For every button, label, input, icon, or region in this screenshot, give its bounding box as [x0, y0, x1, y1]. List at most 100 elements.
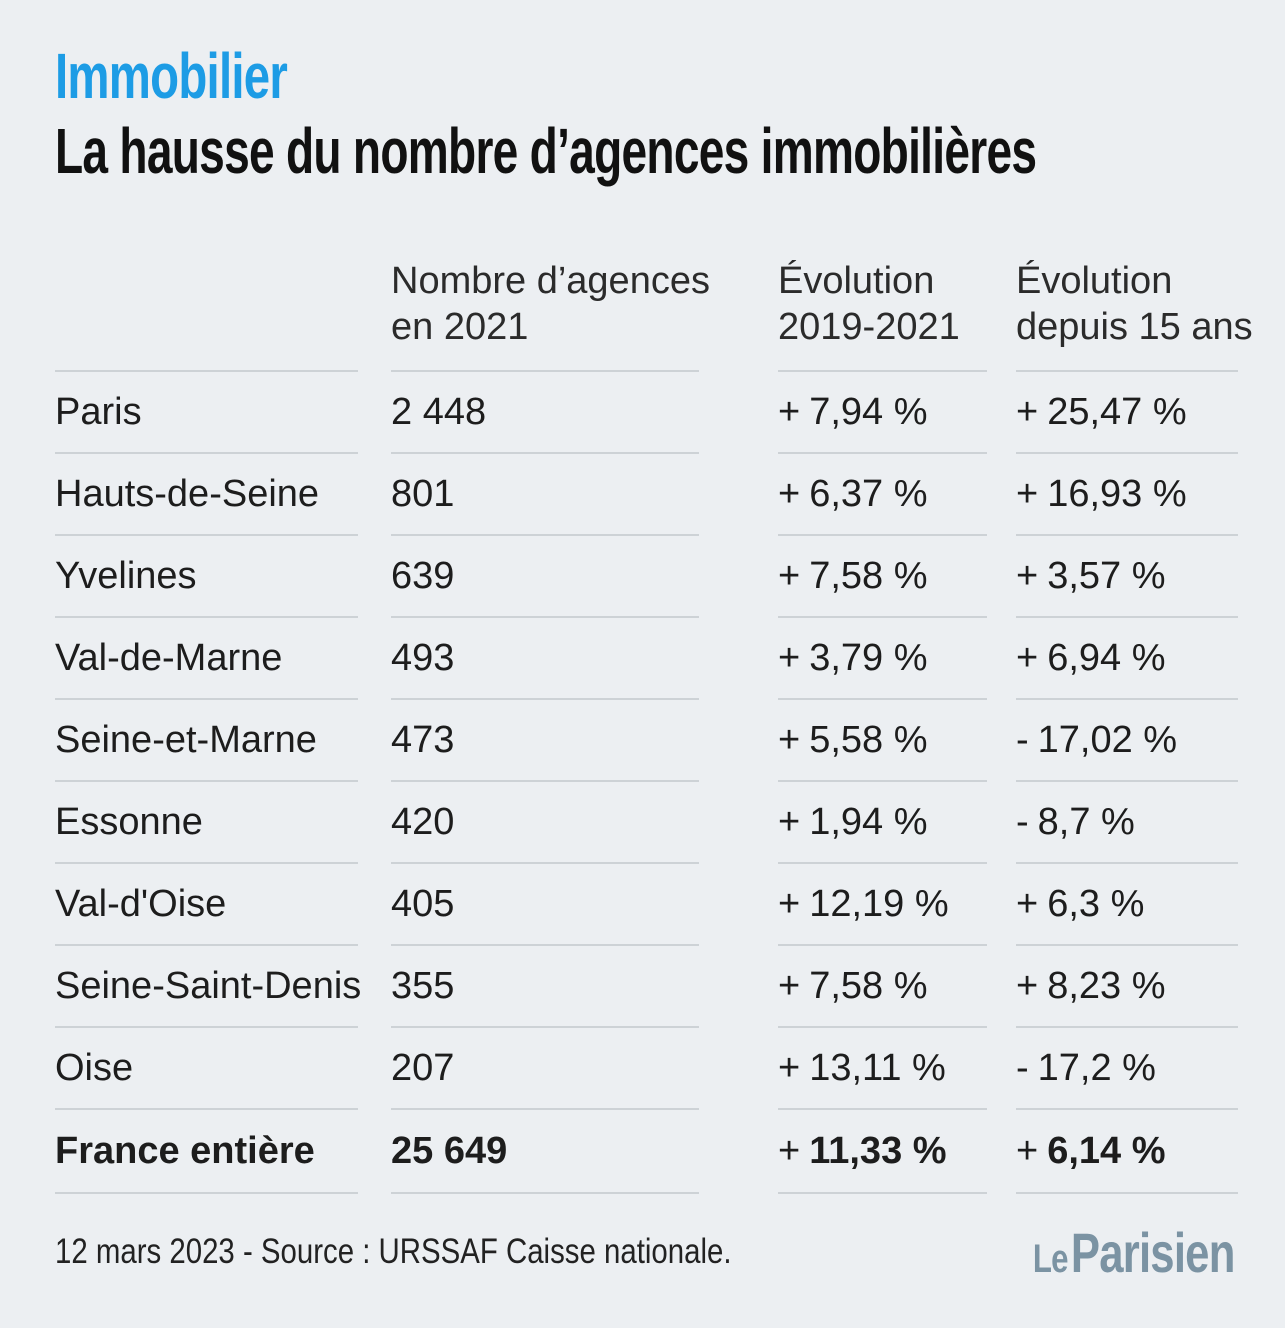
evolution-15-ans-value: -8,7 % [1016, 782, 1238, 864]
evolution-2019-2021-value: +12,19 % [778, 864, 987, 946]
agences-value: 493 [391, 618, 699, 700]
evolution-sign: + [1016, 883, 1039, 925]
evolution-sign: + [778, 965, 801, 1007]
evolution-sign: + [1016, 555, 1039, 597]
header-territory [55, 232, 358, 372]
evolution-15-ans-value: +16,93 % [1016, 454, 1238, 536]
evolution-sign: + [1016, 1130, 1039, 1172]
table-row: Seine-et-Marne 473 +5,58 % -17,02 % [55, 700, 1238, 782]
evolution-sign: + [778, 391, 801, 433]
header-evo1-line2: 2019-2021 [778, 306, 960, 348]
row-label: Paris [55, 372, 358, 454]
agencies-table: Nombre d’agences en 2021 Évolution 2019-… [55, 232, 1253, 1194]
table-row: Yvelines 639 +7,58 % +3,57 % [55, 536, 1238, 618]
evolution-number: 3,57 % [1047, 555, 1166, 597]
header-agences-line2: en 2021 [391, 306, 529, 348]
evolution-15-ans-value: +3,57 % [1016, 536, 1238, 618]
table-row: Hauts-de-Seine 801 +6,37 % +16,93 % [55, 454, 1238, 536]
evolution-number: 12,19 % [809, 883, 949, 925]
evolution-sign: - [1016, 801, 1029, 843]
evolution-number: 17,02 % [1037, 719, 1178, 761]
agences-value: 801 [391, 454, 699, 536]
evolution-number: 6,37 % [809, 473, 928, 515]
evolution-sign: + [778, 1047, 801, 1089]
evolution-15-ans-value: +6,14 % [1016, 1110, 1238, 1194]
evolution-sign: + [778, 719, 801, 761]
evolution-number: 6,3 % [1047, 883, 1145, 925]
header-evo2-line2: depuis 15 ans [1016, 306, 1253, 348]
header-evolution-2019-2021: Évolution 2019-2021 [778, 232, 987, 372]
footer: 12 mars 2023 - Source : URSSAF Caisse na… [55, 1212, 1236, 1292]
logo-le: Le [1033, 1236, 1069, 1281]
page-title: La hausse du nombre d’agences immobilièr… [55, 115, 1037, 187]
evolution-2019-2021-value: +6,37 % [778, 454, 987, 536]
evolution-sign: + [778, 1130, 801, 1172]
leparisien-logo: LeParisien [1033, 1220, 1235, 1285]
evolution-2019-2021-value: +3,79 % [778, 618, 987, 700]
evolution-number: 8,23 % [1047, 965, 1166, 1007]
agences-value: 639 [391, 536, 699, 618]
header-agences-2021: Nombre d’agences en 2021 [391, 232, 710, 372]
evolution-sign: + [778, 473, 801, 515]
header-evo2-line1: Évolution [1016, 260, 1173, 302]
header-evolution-15-ans: Évolution depuis 15 ans [1016, 232, 1253, 372]
table-row: Essonne 420 +1,94 % -8,7 % [55, 782, 1238, 864]
row-label: Essonne [55, 782, 358, 864]
row-label: Val-de-Marne [55, 618, 358, 700]
evolution-number: 6,14 % [1047, 1130, 1166, 1172]
evolution-15-ans-value: -17,2 % [1016, 1028, 1238, 1110]
evolution-number: 7,58 % [809, 965, 928, 1007]
evolution-sign: + [778, 801, 801, 843]
evolution-sign: + [778, 637, 801, 679]
row-label: France entière [55, 1110, 358, 1194]
evolution-2019-2021-value: +1,94 % [778, 782, 987, 864]
agences-value: 420 [391, 782, 699, 864]
agences-value: 473 [391, 700, 699, 782]
evolution-sign: + [778, 555, 801, 597]
evolution-2019-2021-value: +11,33 % [778, 1110, 987, 1194]
evolution-number: 11,33 % [809, 1130, 947, 1172]
kicker: Immobilier [55, 40, 288, 112]
row-label: Yvelines [55, 536, 358, 618]
header-agences-line1: Nombre d’agences [391, 260, 710, 302]
evolution-number: 13,11 % [809, 1047, 946, 1089]
evolution-number: 6,94 % [1047, 637, 1166, 679]
evolution-2019-2021-value: +7,58 % [778, 536, 987, 618]
evolution-number: 16,93 % [1047, 473, 1187, 515]
evolution-2019-2021-value: +5,58 % [778, 700, 987, 782]
evolution-number: 25,47 % [1047, 391, 1187, 433]
source-text: 12 mars 2023 - Source : URSSAF Caisse na… [55, 1232, 732, 1271]
table-row: Oise 207 +13,11 % -17,2 % [55, 1028, 1238, 1110]
row-label: Hauts-de-Seine [55, 454, 358, 536]
evolution-15-ans-value: +8,23 % [1016, 946, 1238, 1028]
table-row-total: France entière 25 649 +11,33 % +6,14 % [55, 1110, 1238, 1194]
table-row: Val-de-Marne 493 +3,79 % +6,94 % [55, 618, 1238, 700]
evolution-number: 3,79 % [809, 637, 928, 679]
row-label: Oise [55, 1028, 358, 1110]
evolution-15-ans-value: +25,47 % [1016, 372, 1238, 454]
evolution-sign: - [1016, 719, 1029, 761]
evolution-number: 7,58 % [809, 555, 928, 597]
agences-value: 405 [391, 864, 699, 946]
table-row: Val-d'Oise 405 +12,19 % +6,3 % [55, 864, 1238, 946]
evolution-number: 8,7 % [1037, 801, 1135, 843]
evolution-sign: + [1016, 965, 1039, 1007]
evolution-number: 7,94 % [809, 391, 928, 433]
evolution-2019-2021-value: +13,11 % [778, 1028, 987, 1110]
evolution-number: 1,94 % [809, 801, 928, 843]
evolution-15-ans-value: +6,3 % [1016, 864, 1238, 946]
evolution-sign: + [1016, 473, 1039, 515]
evolution-sign: + [1016, 391, 1039, 433]
evolution-number: 17,2 % [1037, 1047, 1156, 1089]
row-label: Val-d'Oise [55, 864, 358, 946]
evolution-number: 5,58 % [809, 719, 928, 761]
table-row: Seine-Saint-Denis 355 +7,58 % +8,23 % [55, 946, 1238, 1028]
evolution-2019-2021-value: +7,94 % [778, 372, 987, 454]
agences-value: 355 [391, 946, 699, 1028]
header-evo1-line1: Évolution [778, 260, 935, 302]
row-label: Seine-et-Marne [55, 700, 358, 782]
evolution-15-ans-value: +6,94 % [1016, 618, 1238, 700]
agences-value: 25 649 [391, 1110, 699, 1194]
evolution-2019-2021-value: +7,58 % [778, 946, 987, 1028]
